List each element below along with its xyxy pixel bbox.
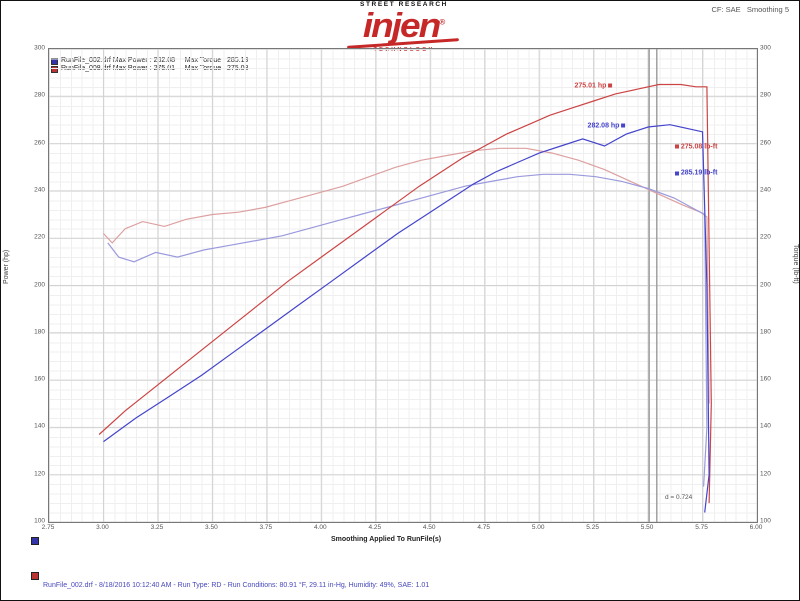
max-marker-icon xyxy=(674,171,679,175)
injen-logo: STREET RESEARCH injen® TECHNOLOGY xyxy=(339,1,469,53)
y-left-tick-label: 220 xyxy=(34,233,45,241)
y-left-tick-label: 140 xyxy=(34,422,45,430)
cursor-delta-annotation: d = 0.724 xyxy=(665,494,693,502)
y-right-tick-label: 160 xyxy=(760,375,771,383)
y-left-tick-label: 100 xyxy=(34,517,45,525)
max-marker-icon xyxy=(674,144,679,149)
y-left-tick-label: 180 xyxy=(34,328,45,336)
y-left-tick-label: 260 xyxy=(34,139,45,147)
y-right-tick-label: 120 xyxy=(760,470,771,478)
x-tick-label: 4.25 xyxy=(368,524,382,531)
dyno-plot-area xyxy=(48,48,758,523)
correction-smoothing-label: CF: SAE Smoothing 5 xyxy=(711,5,789,14)
curve-runfile-002-torque xyxy=(107,173,708,487)
x-tick-label: 4.75 xyxy=(477,524,491,531)
x-tick-label: 4.00 xyxy=(313,524,327,531)
run-info-red: RunFile_008.drf - 8/18/2016 10:58:41 AM … xyxy=(31,571,432,600)
curve-runfile-008-power xyxy=(98,83,712,504)
x-tick-label: 5.00 xyxy=(531,524,545,531)
y-right-tick-label: 300 xyxy=(760,44,771,52)
y-left-tick-label: 300 xyxy=(34,44,45,52)
max-value-label: 275.01 hp xyxy=(574,82,614,89)
x-tick-label: 3.50 xyxy=(205,524,218,531)
y-left-tick-label: 160 xyxy=(34,375,45,383)
x-tick-label: 4.50 xyxy=(422,524,436,531)
x-tick-label: 3.25 xyxy=(150,524,164,531)
y-right-tick-label: 220 xyxy=(760,233,771,241)
y-left-tick-label: 200 xyxy=(34,281,45,288)
run-info-blue: RunFile_002.drf - 8/18/2016 10:12:40 AM … xyxy=(31,536,430,600)
run-blue-header: RunFile_002.drf - 8/18/2016 10:12:40 AM … xyxy=(43,582,430,589)
max-marker-icon xyxy=(621,123,626,128)
y-right-tick-label: 260 xyxy=(760,139,771,147)
registered-mark-icon: ® xyxy=(439,17,446,27)
run-blue-color-chip xyxy=(31,537,39,545)
x-tick-label: 5.75 xyxy=(695,524,708,531)
logo-injen-wordmark: injen® xyxy=(362,6,446,44)
y-right-tick-label: 240 xyxy=(760,186,771,194)
y-right-tick-label: 100 xyxy=(760,517,771,525)
x-axis-smoothing-note: Smoothing Applied To RunFile(s) xyxy=(331,536,442,543)
x-tick-label: 6.00 xyxy=(749,524,763,531)
logo-street-research-text: STREET RESEARCH xyxy=(360,1,448,8)
y-right-tick-label: 180 xyxy=(760,328,771,336)
run-red-color-chip xyxy=(31,572,39,580)
max-value-label: 282.08 hp xyxy=(588,123,628,130)
x-tick-label: 5.50 xyxy=(640,524,654,531)
max-value-label: 285.19 lb-ft xyxy=(673,170,717,177)
curve-runfile-008-torque xyxy=(103,147,710,404)
y-axis-title-power: Power (hp) xyxy=(3,249,10,284)
x-tick-label: 5.25 xyxy=(586,524,599,531)
y-right-tick-label: 280 xyxy=(760,91,771,99)
x-tick-label: 2.75 xyxy=(41,524,55,531)
x-tick-label: 3.00 xyxy=(96,524,109,531)
y-left-tick-label: 280 xyxy=(34,91,45,99)
y-left-tick-label: 240 xyxy=(34,186,45,194)
y-right-tick-label: 140 xyxy=(760,422,771,430)
max-value-label: 275.08 lb-ft xyxy=(673,144,717,151)
dyno-chart-svg xyxy=(49,49,757,522)
y-right-tick-label: 200 xyxy=(760,281,771,288)
x-tick-label: 3.75 xyxy=(259,524,273,531)
y-axis-title-torque: Torque (lb-ft) xyxy=(792,244,799,284)
max-marker-icon xyxy=(608,83,613,88)
y-left-tick-label: 120 xyxy=(34,470,45,478)
curve-runfile-002-power xyxy=(103,124,710,513)
